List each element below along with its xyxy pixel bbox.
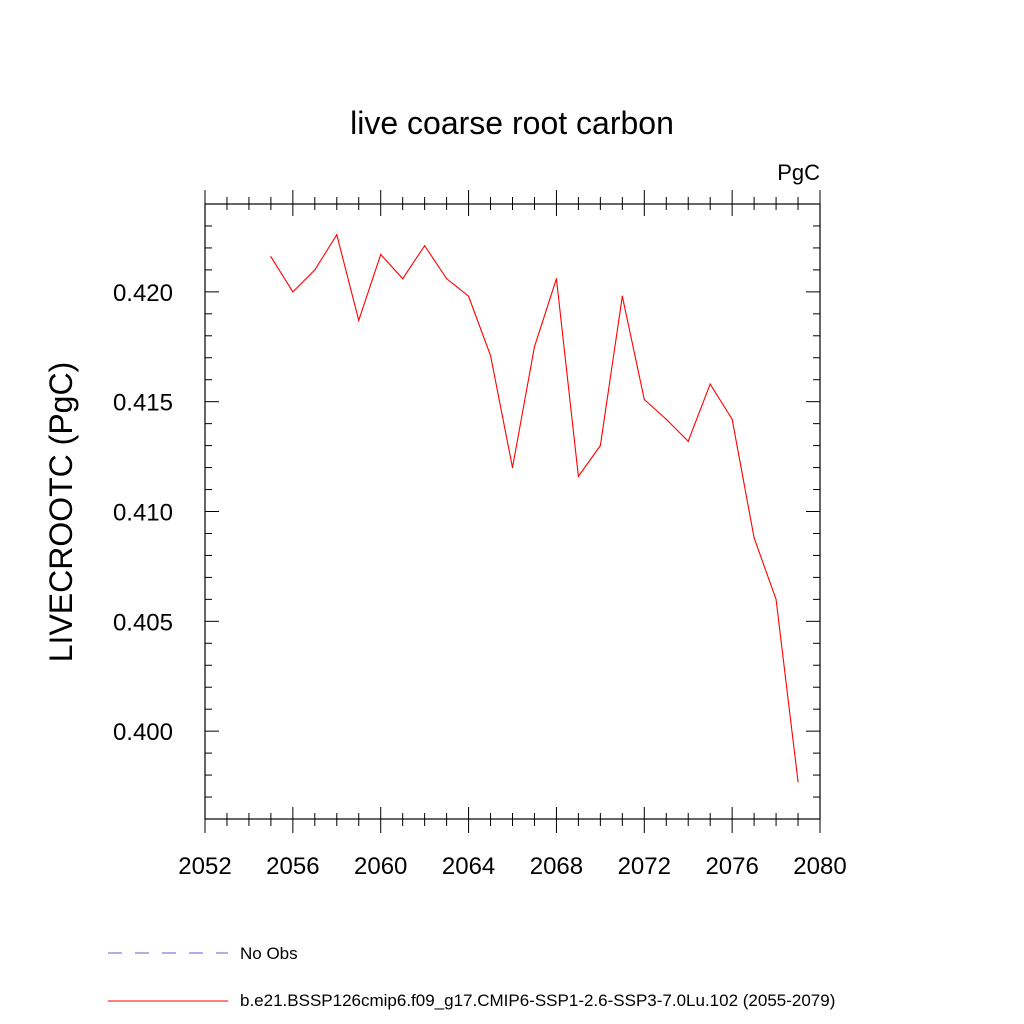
x-tick-label: 2060 (354, 853, 407, 880)
data-point (489, 354, 492, 357)
data-point (358, 319, 360, 322)
data-point (753, 537, 755, 539)
data-point (270, 256, 272, 258)
x-tick-label: 2064 (442, 853, 495, 880)
legend: No Obs b.e21.BSSP126cmip6.f09_g17.CMIP6-… (108, 944, 835, 1010)
data-point (775, 598, 777, 600)
data-point (314, 269, 316, 271)
data-point (380, 253, 382, 256)
axis-ticks (204, 190, 821, 833)
data-point (599, 445, 601, 447)
data-point (424, 245, 426, 247)
y-tick-label: 0.400 (113, 719, 173, 746)
plot-frame (204, 203, 821, 820)
legend-label-no-obs: No Obs (240, 944, 298, 963)
x-tick-label: 2052 (178, 853, 231, 880)
data-point (577, 475, 579, 477)
units-label: PgC (777, 160, 820, 185)
x-tick-label: 2068 (530, 853, 583, 880)
axis-tick-labels: 2052 2056 2060 2064 2068 2072 2076 2080 0.400 0.4… (113, 280, 847, 880)
data-point (467, 295, 470, 297)
y-axis-label: LIVECROOTC (PgC) (43, 362, 79, 662)
data-point (402, 278, 404, 280)
y-tick-label: 0.405 (113, 609, 173, 636)
data-point (336, 234, 338, 236)
data-point (533, 346, 536, 348)
data-point (731, 418, 733, 420)
data-point (621, 295, 623, 297)
y-tick-label: 0.415 (113, 390, 173, 417)
data-point (511, 466, 514, 469)
y-tick-label: 0.410 (113, 500, 173, 527)
x-tick-label: 2076 (705, 853, 758, 880)
data-point (555, 278, 558, 280)
x-tick-label: 2072 (618, 853, 671, 880)
data-point (446, 278, 448, 280)
data-point (643, 398, 645, 401)
data-point (665, 418, 667, 420)
chart-title: live coarse root carbon (350, 105, 674, 141)
series-line-0 (270, 233, 799, 782)
legend-label-series: b.e21.BSSP126cmip6.f09_g17.CMIP6-SSP1-2.… (240, 991, 835, 1010)
data-point (797, 781, 799, 783)
series-layer (270, 233, 799, 783)
data-point (292, 291, 294, 293)
data-point (687, 440, 689, 442)
data-point (709, 383, 711, 385)
x-tick-label: 2056 (266, 853, 319, 880)
y-tick-label: 0.420 (113, 280, 173, 307)
x-tick-label: 2080 (793, 853, 846, 880)
